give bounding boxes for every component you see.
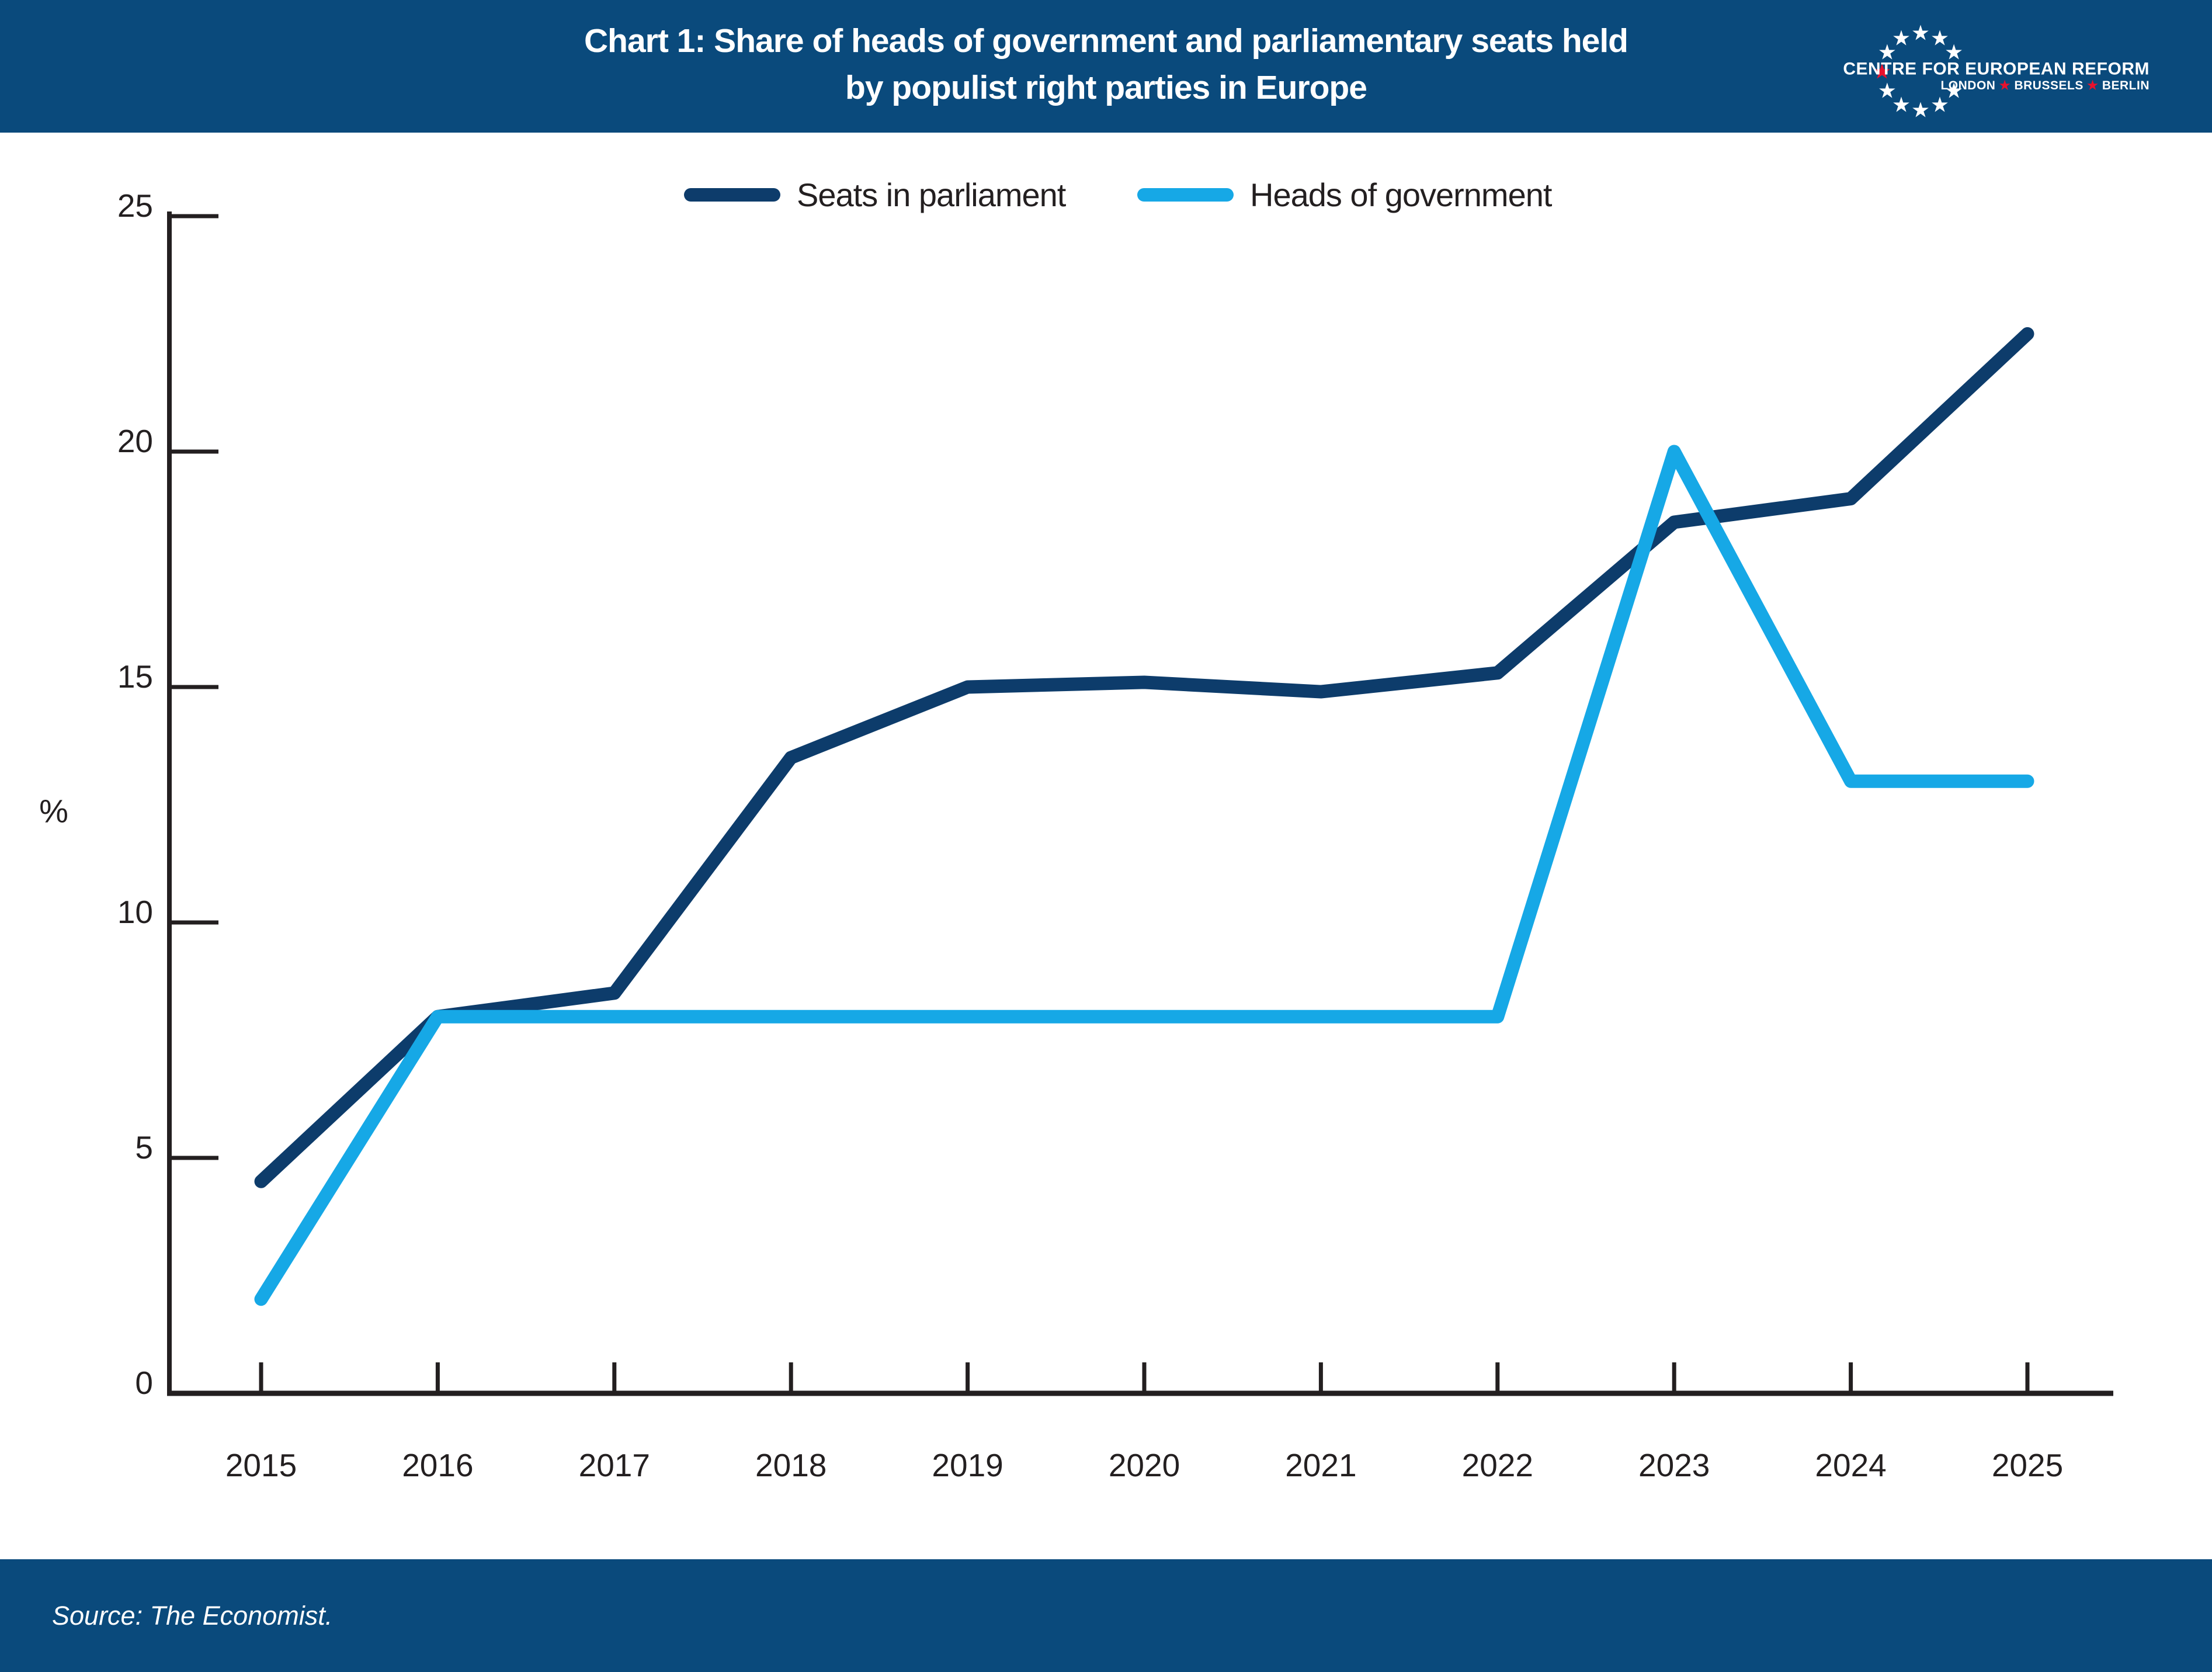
y-tick-label: 10 bbox=[117, 894, 153, 930]
legend-item-heads-of-government: Heads of government bbox=[1137, 176, 1552, 213]
logo-accent-star-icon: ★ bbox=[1873, 60, 1891, 84]
y-tick-label: 5 bbox=[135, 1129, 153, 1165]
footer-band: Source: The Economist. bbox=[0, 1559, 2212, 1672]
y-tick-label: 15 bbox=[117, 658, 153, 695]
legend-label-seats: Seats in parliament bbox=[797, 176, 1066, 213]
legend-swatch-seats-icon bbox=[684, 188, 780, 202]
logo-star-icon: ★ bbox=[1878, 79, 1897, 103]
x-tick-label: 2023 bbox=[1638, 1447, 1710, 1483]
legend-item-seats-in-parliament: Seats in parliament bbox=[684, 176, 1066, 213]
chart-title-line1: Chart 1: Share of heads of government an… bbox=[584, 22, 1628, 60]
x-tick-label: 2016 bbox=[402, 1447, 473, 1483]
header-band: Chart 1: Share of heads of government an… bbox=[0, 0, 2212, 133]
x-tick-label: 2025 bbox=[1992, 1447, 2063, 1483]
x-tick-label: 2022 bbox=[1462, 1447, 1533, 1483]
logo-star-icon: ★ bbox=[1930, 26, 1949, 50]
series-line-seats-in-parliament bbox=[254, 327, 2034, 1188]
logo-star-icon: ★ bbox=[1911, 21, 1930, 45]
logo-star-icon: ★ bbox=[1892, 26, 1911, 50]
logo-star-icon: ★ bbox=[1944, 79, 1963, 103]
logo-org-name: CENTRE FOR EUROPEAN REFORM bbox=[1843, 60, 2150, 79]
cer-logo: ★ ★★★★★★★★★★CENTRE FOR EUROPEAN REFORMLON… bbox=[1843, 21, 2150, 122]
chart-title: Chart 1: Share of heads of government an… bbox=[0, 18, 2212, 111]
logo-cities-line: LONDON ★ BRUSSELS ★ BERLIN bbox=[1940, 79, 2150, 92]
x-tick-label: 2017 bbox=[579, 1447, 650, 1483]
x-tick-label: 2024 bbox=[1815, 1447, 1886, 1483]
source-note: Source: The Economist. bbox=[52, 1600, 333, 1631]
logo-star-icon: ★ bbox=[1878, 40, 1897, 64]
chart-title-line2: by populist right parties in Europe bbox=[845, 69, 1367, 106]
x-tick-label: 2021 bbox=[1285, 1447, 1356, 1483]
logo-star-icon: ★ bbox=[1930, 93, 1949, 117]
legend-label-heads: Heads of government bbox=[1250, 176, 1552, 213]
series-line-heads-of-government bbox=[254, 445, 2034, 1306]
x-tick-label: 2015 bbox=[225, 1447, 297, 1483]
y-tick-label: 25 bbox=[117, 188, 153, 224]
logo-star-icon: ★ bbox=[1944, 40, 1963, 64]
y-tick-label: 0 bbox=[135, 1365, 153, 1401]
y-axis-unit-label: % bbox=[39, 793, 68, 830]
y-tick-label: 20 bbox=[117, 423, 153, 459]
x-tick-label: 2018 bbox=[755, 1447, 827, 1483]
legend-swatch-heads-icon bbox=[1137, 188, 1234, 202]
logo-star-icon: ★ bbox=[1892, 93, 1911, 117]
x-tick-label: 2020 bbox=[1109, 1447, 1180, 1483]
logo-star-icon: ★ bbox=[1911, 98, 1930, 122]
x-tick-label: 2019 bbox=[932, 1447, 1003, 1483]
